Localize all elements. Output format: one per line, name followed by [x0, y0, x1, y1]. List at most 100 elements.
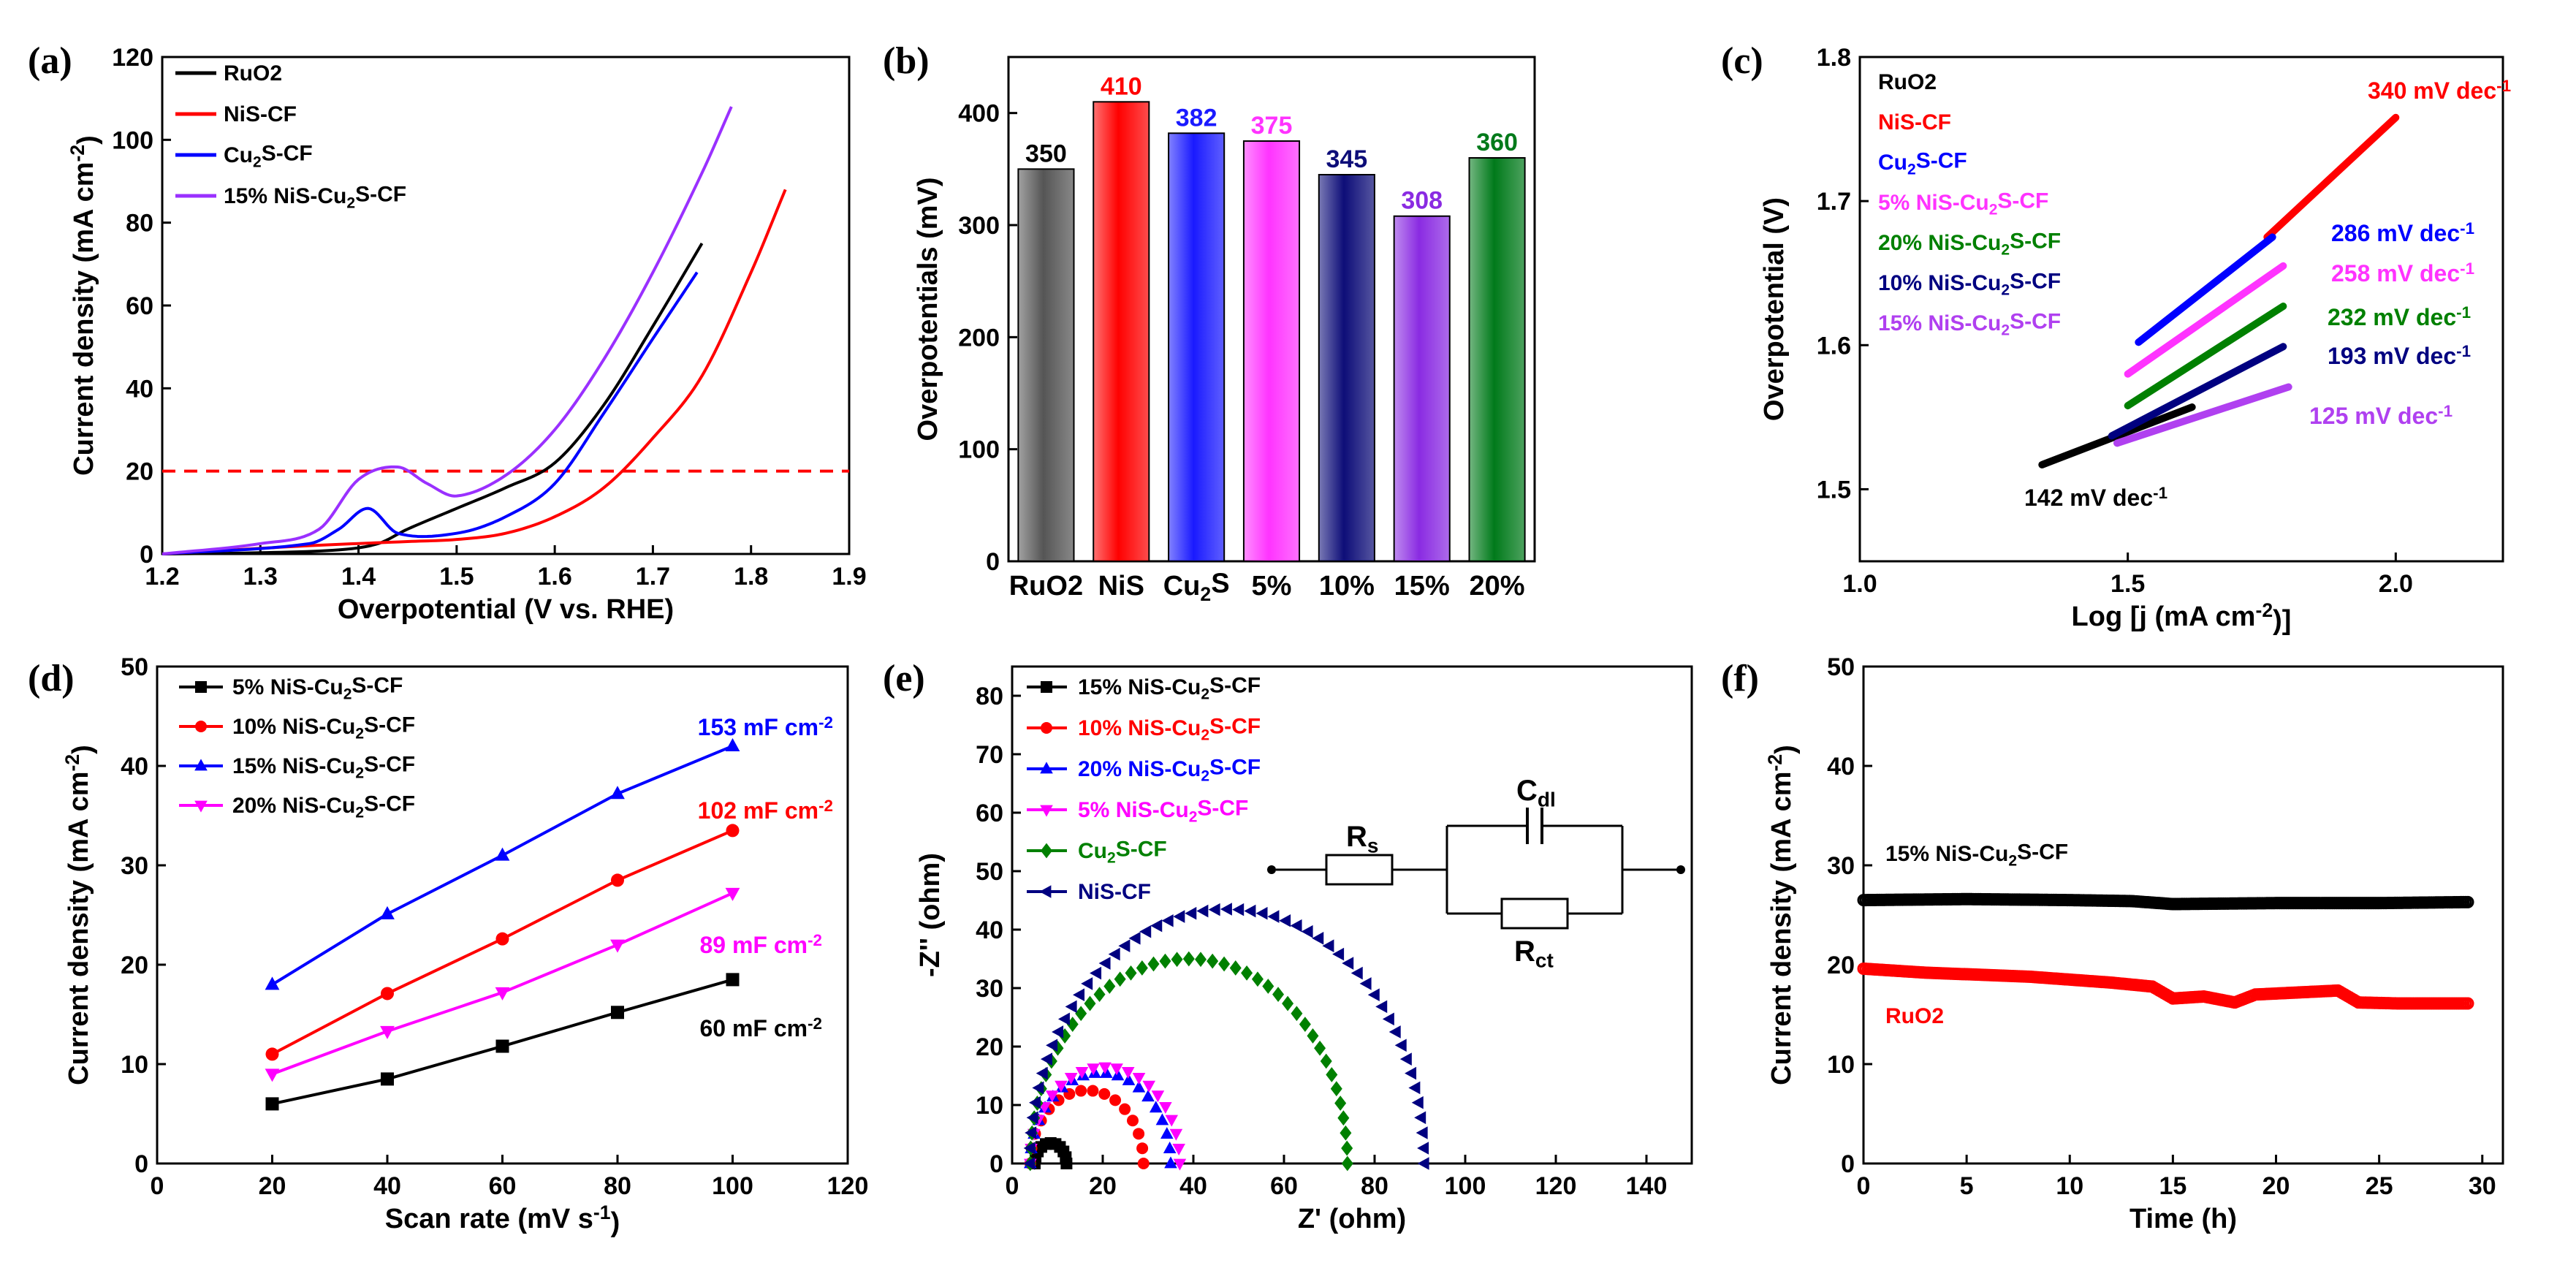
data-marker [1399, 1052, 1412, 1066]
data-marker [265, 976, 280, 990]
capacitance-label: 102 mF cm-2​ [698, 797, 833, 824]
data-marker [1241, 965, 1253, 981]
x-category-label: Cu2​S [1163, 569, 1230, 605]
y-tick-label: 0 [986, 548, 1000, 576]
data-marker [1394, 1039, 1407, 1052]
x-tick-label: 20 [2262, 1172, 2290, 1200]
x-tick-label: 100 [712, 1172, 753, 1200]
data-marker [1416, 1126, 1428, 1139]
data-marker [1111, 1068, 1125, 1081]
data-marker [1173, 1158, 1187, 1171]
data-marker [1326, 1067, 1338, 1082]
data-marker [1299, 1017, 1311, 1032]
panel-f: (f) 0 5 10 15 20 25 30 0 10 20 30 40 50 Time (h) Curren… [1721, 653, 2504, 1234]
data-marker [1330, 1081, 1342, 1097]
data-marker [1290, 919, 1302, 933]
legend-label: 10% NiS-Cu2​S-CF [1078, 714, 1261, 743]
data-marker [265, 1068, 280, 1082]
x-tick-label: 140 [1626, 1172, 1668, 1200]
data-marker [1291, 1006, 1303, 1022]
panel-label: (e) [883, 658, 925, 699]
legend-label: 10% NiS-Cu2​S-CF [1878, 269, 2061, 298]
x-category-label: RuO2 [1009, 571, 1083, 601]
x-category-label: 20% [1470, 571, 1525, 601]
data-marker [726, 824, 740, 838]
y-axis-label: Current density (mA cm-2​) [61, 745, 98, 1085]
data-marker [1350, 966, 1363, 980]
data-marker [1064, 1072, 1078, 1085]
x-tick-label: 80 [1361, 1172, 1388, 1200]
data-marker [1122, 1073, 1136, 1085]
x-tick-label: 120 [1535, 1172, 1577, 1200]
x-tick-label: 1.7 [636, 563, 670, 591]
capacitance-label: 60 mF cm-2​ [699, 1014, 822, 1041]
y-tick-label: 100 [958, 436, 1000, 464]
series-line [162, 271, 699, 555]
data-marker [1312, 932, 1324, 945]
x-tick-label: 20 [1089, 1172, 1117, 1200]
x-category-label: 15% [1394, 571, 1450, 601]
y-axis-label: Current density (mA cm-2​) [1764, 745, 1801, 1085]
data-marker [1150, 919, 1163, 933]
y-tick-label: 300 [958, 212, 1000, 240]
data-marker [1136, 1142, 1149, 1155]
data-marker [1147, 956, 1160, 972]
data-marker [381, 1072, 394, 1086]
terminal [1267, 865, 1276, 874]
data-marker [726, 973, 740, 987]
data-marker [1182, 951, 1195, 967]
data-marker [1367, 988, 1380, 1002]
y-tick-label: 40 [1827, 753, 1855, 781]
y-axis-label: Overpotentials (mV) [913, 177, 943, 441]
data-marker [1026, 1111, 1038, 1125]
x-tick-label: 60 [489, 1172, 517, 1200]
tafel-slope-label: 286 mV dec-1​ [2331, 219, 2474, 246]
y-tick-label: 80 [976, 683, 1003, 710]
data-marker [1036, 1066, 1048, 1080]
x-tick-label: 1.9 [832, 563, 866, 591]
panel-label: (d) [28, 658, 75, 699]
data-marker [1114, 971, 1126, 987]
data-marker [1161, 914, 1174, 927]
data-marker [1055, 1080, 1068, 1093]
data-marker [495, 847, 510, 861]
data-marker [1155, 1113, 1169, 1125]
y-tick-label: 30 [976, 975, 1003, 1003]
y-tick-label: 0 [134, 1150, 148, 1178]
series-line [162, 242, 704, 555]
data-marker [1388, 1025, 1401, 1039]
y-tick-label: 80 [126, 210, 153, 238]
data-marker [1098, 1087, 1111, 1100]
data-marker [1322, 939, 1334, 952]
y-tick-label: 1.6 [1817, 332, 1851, 360]
data-marker [1159, 953, 1171, 969]
y-tick-label: 10 [1827, 1051, 1855, 1079]
data-marker [1169, 1128, 1183, 1141]
data-marker [1075, 1006, 1087, 1022]
data-marker [1163, 1141, 1177, 1153]
panel-label: (b) [883, 40, 930, 82]
legend-label: 5% NiS-Cu2​S-CF [232, 673, 403, 702]
data-marker [1341, 1155, 1353, 1172]
legend-label: 5% NiS-Cu2​S-CF [1878, 189, 2048, 218]
data-marker [1132, 1072, 1146, 1085]
x-tick-label: 15 [2159, 1172, 2186, 1200]
data-marker [1087, 1085, 1099, 1097]
x-category-label: NiS [1098, 571, 1144, 601]
data-marker [495, 932, 509, 946]
data-marker [611, 873, 624, 887]
data-marker [1052, 1025, 1064, 1039]
y-tick-label: 1.7 [1817, 188, 1851, 216]
data-marker [1090, 966, 1102, 980]
data-marker [1108, 947, 1120, 961]
legend-marker [1041, 843, 1052, 859]
data-marker [381, 987, 394, 1001]
legend-marker [194, 800, 208, 813]
data-marker [1040, 1052, 1052, 1066]
data-marker [725, 738, 740, 751]
tafel-line [2124, 262, 2287, 378]
plot-frame [161, 56, 851, 555]
data-marker [1128, 932, 1141, 945]
data-marker [1075, 1085, 1087, 1097]
bar [1017, 168, 1075, 563]
